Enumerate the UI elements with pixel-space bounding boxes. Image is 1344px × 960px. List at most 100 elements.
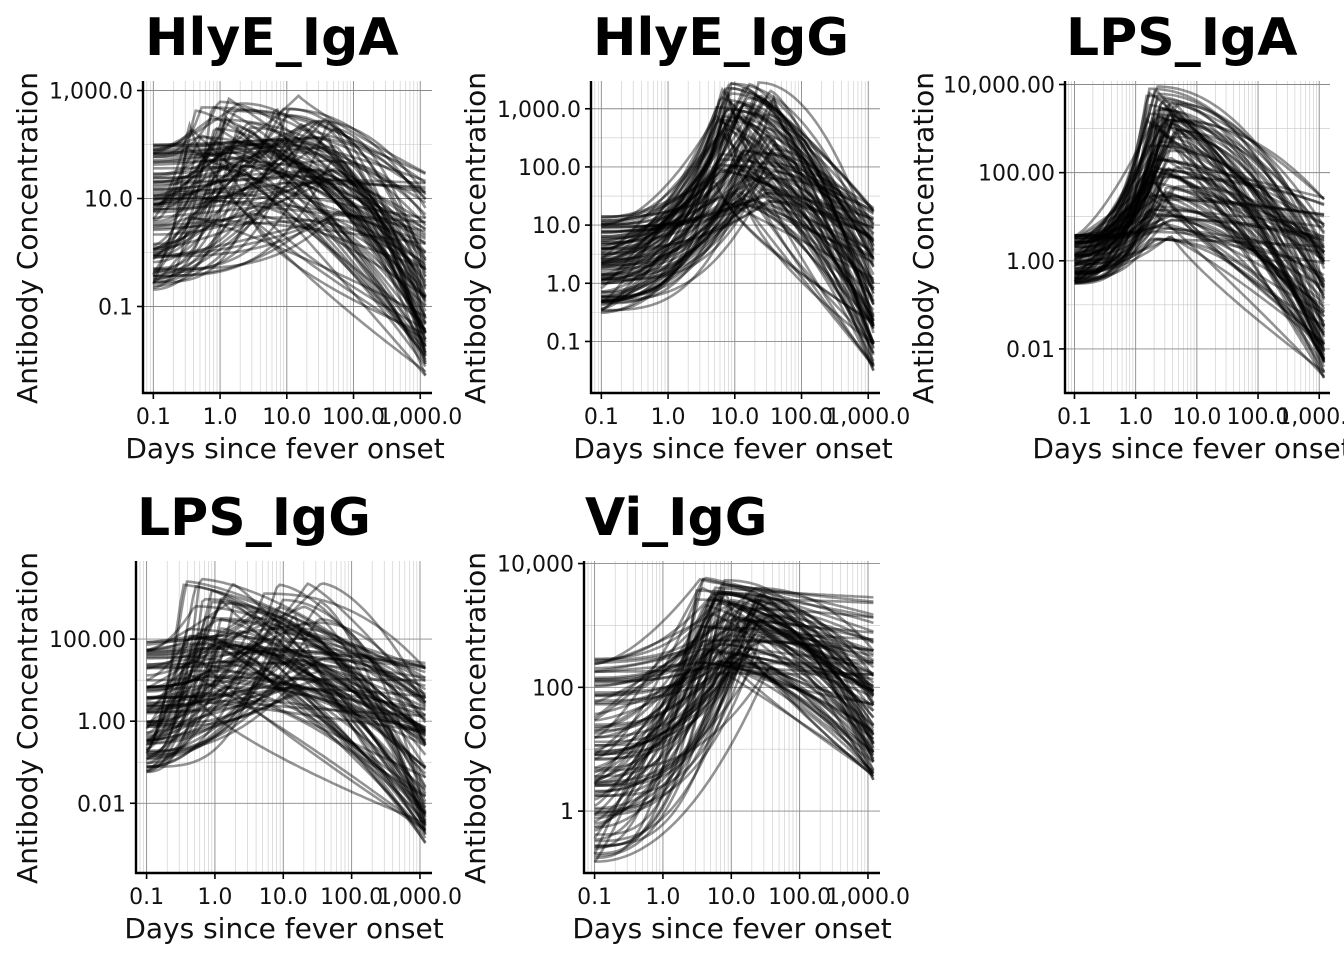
series-line bbox=[153, 135, 427, 284]
series-line bbox=[601, 174, 875, 277]
series-line bbox=[153, 114, 427, 353]
series-line bbox=[1074, 94, 1326, 327]
series-line bbox=[594, 598, 875, 728]
series-line bbox=[153, 140, 427, 231]
series-line bbox=[153, 127, 427, 271]
series-line bbox=[1074, 164, 1325, 276]
series-line bbox=[594, 651, 875, 778]
series-line bbox=[594, 671, 875, 798]
series-line bbox=[146, 617, 427, 814]
y-tick-label: 100.00 bbox=[978, 162, 1055, 187]
series-line bbox=[594, 659, 875, 775]
series-line bbox=[146, 605, 427, 722]
series-line bbox=[601, 176, 875, 303]
series-line bbox=[146, 686, 426, 746]
series-line bbox=[601, 107, 875, 306]
series-line bbox=[146, 642, 426, 709]
series-line bbox=[146, 659, 427, 830]
series-line bbox=[146, 634, 426, 733]
series-line bbox=[146, 620, 427, 803]
series-line bbox=[601, 86, 875, 326]
series-line bbox=[1074, 219, 1326, 314]
series-line bbox=[153, 219, 427, 376]
series-line bbox=[594, 652, 875, 810]
series-line bbox=[145, 639, 427, 798]
series-line bbox=[1074, 113, 1326, 345]
series-line bbox=[594, 647, 874, 744]
series-line bbox=[146, 691, 426, 825]
series-line bbox=[152, 165, 427, 346]
series-line bbox=[153, 165, 427, 289]
series-group bbox=[1073, 85, 1326, 379]
x-tick-label: 1.0 bbox=[203, 405, 238, 430]
series-line bbox=[1074, 118, 1326, 250]
series-line bbox=[146, 634, 426, 712]
x-tick-label: 10.0 bbox=[259, 885, 308, 910]
series-line bbox=[601, 82, 875, 303]
series-line bbox=[601, 132, 875, 265]
series-line bbox=[1074, 194, 1325, 271]
series-line bbox=[601, 191, 875, 367]
series-line bbox=[1073, 168, 1326, 363]
series-line bbox=[1074, 144, 1326, 364]
series-line bbox=[601, 175, 875, 285]
series-line bbox=[146, 685, 426, 729]
series-line bbox=[594, 616, 875, 753]
x-tick-label: 100.0 bbox=[320, 885, 383, 910]
series-group bbox=[145, 577, 427, 845]
series-line bbox=[594, 661, 875, 855]
series-line bbox=[601, 105, 875, 225]
series-line bbox=[153, 120, 427, 343]
series-line bbox=[601, 113, 875, 303]
series-line bbox=[593, 624, 874, 719]
series-line bbox=[1074, 173, 1325, 328]
series-line bbox=[601, 86, 875, 321]
series-line bbox=[601, 98, 875, 242]
series-line bbox=[594, 597, 875, 783]
series-line bbox=[146, 692, 427, 819]
series-line bbox=[594, 647, 874, 698]
series-line bbox=[152, 134, 427, 358]
series-line bbox=[594, 663, 875, 823]
grid bbox=[1065, 81, 1330, 393]
series-line bbox=[1074, 134, 1326, 374]
series-line bbox=[153, 137, 427, 300]
series-line bbox=[146, 582, 427, 704]
series-line bbox=[594, 612, 875, 782]
series-line bbox=[601, 111, 875, 246]
series-line bbox=[1073, 119, 1326, 257]
series-line bbox=[146, 687, 427, 816]
series-line bbox=[601, 151, 875, 329]
series-line bbox=[601, 87, 875, 368]
series-line bbox=[153, 94, 427, 178]
series-line bbox=[146, 605, 427, 817]
y-axis-title: Antibody Concentration bbox=[11, 72, 44, 404]
series-line bbox=[601, 111, 875, 261]
y-tick-label: 0.1 bbox=[98, 295, 133, 320]
series-line bbox=[1074, 144, 1326, 288]
series-line bbox=[153, 135, 427, 238]
series-line bbox=[146, 596, 427, 813]
series-line bbox=[146, 678, 426, 760]
series-line bbox=[594, 592, 875, 836]
x-tick-label: 100.0 bbox=[768, 885, 831, 910]
y-tick-label: 1.00 bbox=[1006, 250, 1055, 275]
series-line bbox=[146, 648, 427, 775]
series-line bbox=[594, 602, 874, 666]
x-tick-label: 10.0 bbox=[710, 405, 759, 430]
series-line bbox=[1074, 156, 1325, 246]
series-line bbox=[1074, 99, 1326, 284]
series-line bbox=[1073, 118, 1326, 283]
series-line bbox=[153, 217, 427, 278]
series-line bbox=[601, 108, 875, 322]
series-line bbox=[1074, 175, 1325, 257]
series-line bbox=[153, 128, 427, 283]
series-line bbox=[601, 131, 875, 264]
series-line bbox=[1074, 167, 1326, 361]
series-line bbox=[146, 636, 427, 797]
series-line bbox=[153, 191, 427, 291]
series-line bbox=[153, 213, 427, 257]
y-tick-label: 0.1 bbox=[546, 330, 581, 355]
panel-title: Vi_IgG bbox=[585, 488, 767, 548]
series-line bbox=[1074, 168, 1326, 296]
